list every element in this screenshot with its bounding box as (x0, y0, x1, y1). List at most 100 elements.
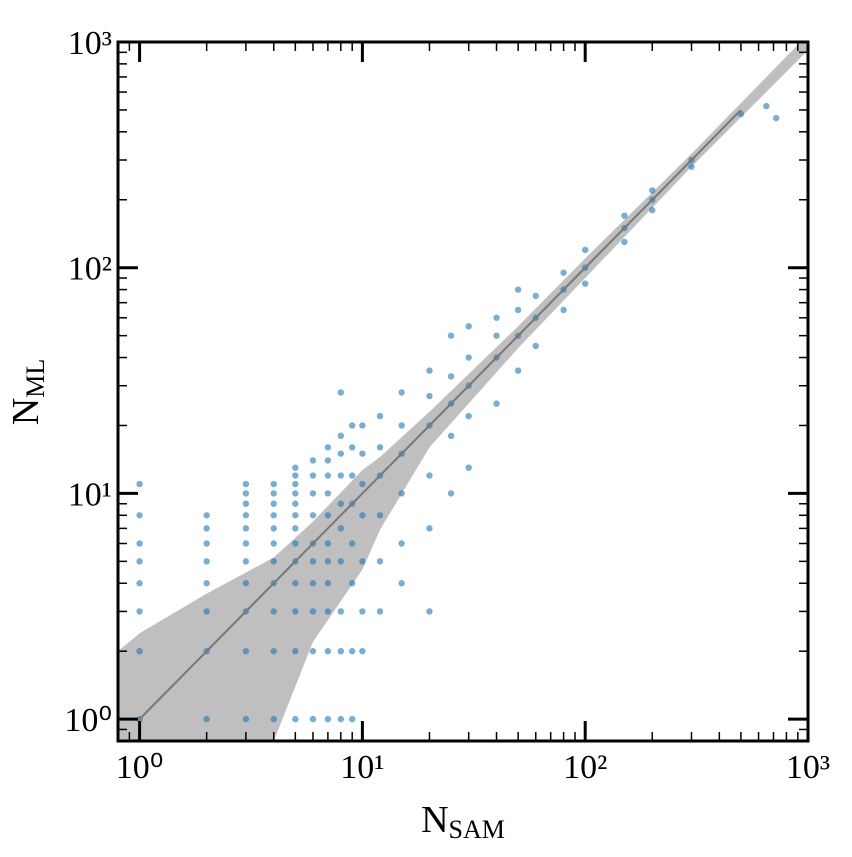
y-label-sub: ML (21, 359, 50, 398)
point (649, 206, 656, 214)
point (270, 715, 277, 723)
point (376, 444, 384, 451)
point (324, 512, 332, 519)
point (621, 238, 628, 246)
point (348, 540, 356, 547)
point (270, 480, 277, 488)
point (337, 608, 345, 615)
point (560, 269, 567, 276)
point (270, 490, 277, 497)
point (242, 715, 250, 723)
x-label-sub: SAM (449, 815, 505, 844)
point (270, 558, 277, 565)
point (270, 500, 277, 507)
point (359, 422, 366, 429)
point (242, 558, 250, 565)
point (337, 450, 345, 457)
point (242, 500, 250, 507)
point (581, 280, 589, 287)
point (203, 558, 210, 565)
point (324, 580, 332, 587)
point (292, 512, 299, 519)
point (337, 715, 345, 723)
point (688, 163, 695, 170)
point (359, 512, 366, 519)
point (493, 314, 500, 321)
point (324, 457, 332, 464)
point (242, 647, 250, 655)
point (324, 608, 332, 615)
point (359, 558, 366, 565)
point (398, 540, 405, 547)
point (359, 480, 366, 488)
point (203, 715, 210, 723)
point (376, 412, 384, 420)
point (532, 292, 539, 300)
point (136, 608, 143, 615)
x-tick-label: 10² (563, 749, 607, 786)
y-tick-label: 10² (68, 251, 112, 288)
point (309, 457, 317, 464)
point (309, 472, 317, 479)
point (292, 500, 299, 507)
point (465, 354, 472, 361)
point (292, 525, 299, 532)
point (292, 647, 299, 655)
y-tick-label: 10⁰ (64, 702, 112, 739)
point (242, 480, 250, 488)
plot-area (118, 42, 808, 741)
y-tick-label: 10³ (68, 25, 112, 62)
point (242, 540, 250, 547)
point (242, 580, 250, 587)
point (270, 540, 277, 547)
point (426, 608, 433, 615)
point (242, 490, 250, 497)
point (309, 608, 317, 615)
point (337, 432, 345, 440)
point (270, 525, 277, 532)
point (376, 608, 384, 615)
point (242, 525, 250, 532)
point (203, 540, 210, 547)
y-axis-label: NML (5, 359, 50, 425)
point (309, 512, 317, 519)
point (337, 389, 345, 396)
point (359, 450, 366, 457)
point (398, 580, 405, 587)
point (649, 187, 656, 194)
point (337, 500, 345, 507)
point (560, 306, 567, 314)
point (136, 512, 143, 519)
y-tick-label: 10¹ (68, 476, 112, 513)
x-tick-label: 10³ (786, 749, 830, 786)
point (514, 306, 522, 314)
x-tick-label: 10⁰ (116, 749, 164, 786)
point (203, 525, 210, 532)
point (465, 323, 472, 330)
point (447, 373, 455, 380)
point (581, 246, 589, 254)
point (514, 367, 522, 374)
point (292, 540, 299, 547)
point (309, 715, 317, 723)
point (621, 212, 628, 219)
point (292, 472, 299, 479)
point (398, 490, 405, 497)
point (136, 580, 143, 587)
point (447, 432, 455, 440)
point (465, 412, 472, 420)
point (348, 422, 356, 429)
point (348, 580, 356, 587)
point (136, 647, 143, 655)
point (292, 490, 299, 497)
y-label-main: N (5, 398, 47, 425)
point (337, 558, 345, 565)
x-label-main: N (421, 799, 448, 841)
point (292, 715, 299, 723)
point (426, 367, 433, 374)
point (203, 512, 210, 519)
point (348, 444, 356, 451)
x-tick-label: 10¹ (340, 749, 384, 786)
